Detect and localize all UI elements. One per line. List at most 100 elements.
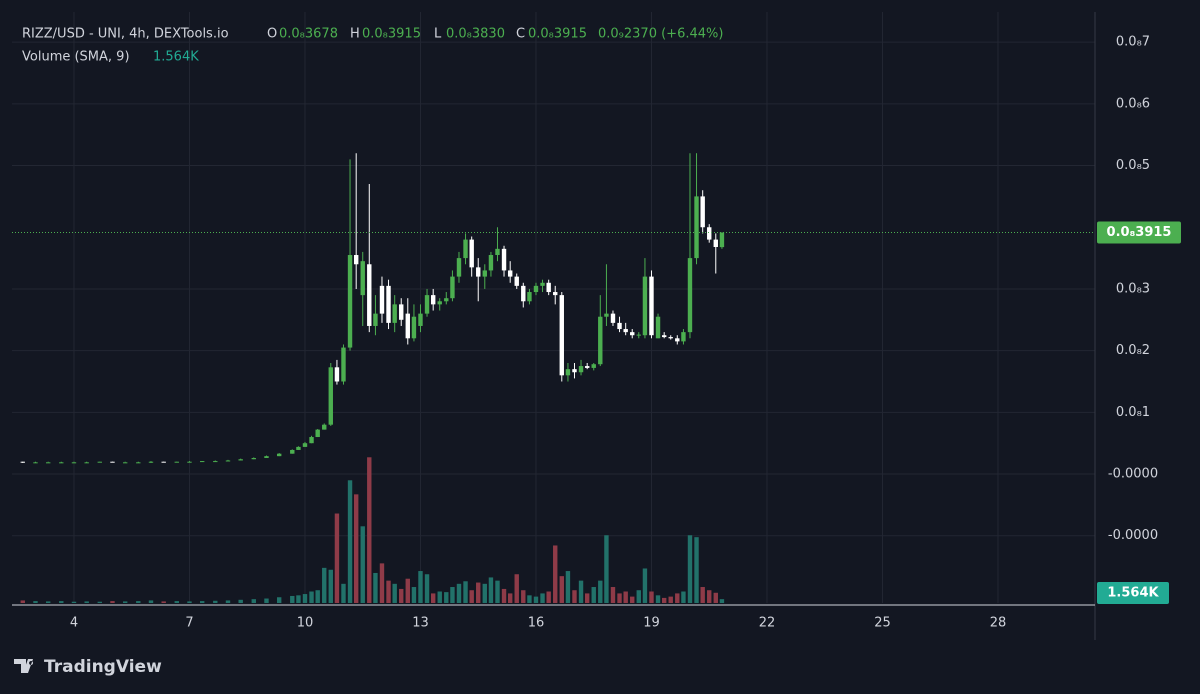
candle-body <box>630 332 635 336</box>
low-label: L <box>434 27 442 42</box>
candle-body <box>392 304 397 323</box>
volume-bar <box>444 592 449 603</box>
volume-bar <box>238 599 243 603</box>
volume-bar <box>328 569 333 603</box>
volume-bar <box>488 577 494 603</box>
candle-body <box>655 316 661 339</box>
candle-body <box>424 295 430 314</box>
volume-bar <box>584 593 590 603</box>
candle-body <box>110 461 115 463</box>
volume-bar <box>565 571 571 603</box>
open-label: O <box>267 27 277 42</box>
close-label: C <box>516 27 525 42</box>
candle-body <box>20 461 25 463</box>
candle-body <box>488 255 494 271</box>
candle-body <box>199 461 205 463</box>
candle-body <box>661 335 667 338</box>
volume-bar <box>424 574 430 603</box>
volume-bar <box>353 494 359 603</box>
candle-body <box>584 366 590 368</box>
candle-body <box>482 270 487 277</box>
candle-body <box>501 248 507 271</box>
open-value: 0.0₈3678 <box>279 27 338 42</box>
candle-body <box>700 196 705 228</box>
y-tick-label: 0.0₈3 <box>1116 281 1150 296</box>
candle-body <box>309 437 314 444</box>
volume-bar <box>84 601 89 603</box>
volume-bar <box>578 580 584 603</box>
candle-body <box>719 232 725 248</box>
volume-bar <box>700 587 705 603</box>
volume-bar <box>469 590 474 603</box>
candle-body <box>148 461 154 463</box>
candle-body <box>225 460 231 462</box>
volume-bar <box>290 595 295 603</box>
volume-bar <box>392 583 397 603</box>
volume-bar <box>521 590 526 603</box>
candle-body <box>84 462 89 464</box>
volume-bar <box>264 598 269 603</box>
candle-body <box>379 285 385 314</box>
candle-body <box>276 453 282 457</box>
volume-sma-tag <box>1097 582 1169 605</box>
candle-body <box>360 261 365 296</box>
brand-name: TradingView <box>44 657 162 677</box>
candle-body <box>136 462 141 464</box>
candle-body <box>681 332 686 342</box>
candle-body <box>713 239 718 247</box>
candle-body <box>347 255 353 348</box>
volume-bar <box>514 574 519 603</box>
candle-body <box>399 304 404 320</box>
volume-bar <box>367 457 372 603</box>
volume-bar <box>411 587 417 603</box>
candle-body <box>514 276 519 286</box>
volume-bar <box>296 595 301 603</box>
candle-body <box>251 458 256 460</box>
candle-body <box>418 313 423 326</box>
candle-body <box>334 367 340 382</box>
candle-body <box>610 313 616 323</box>
low-value: 0.0₈3830 <box>446 27 505 42</box>
volume-bar <box>430 593 436 603</box>
volume-bar <box>71 601 77 603</box>
volume-bar <box>59 601 64 603</box>
candle-body <box>315 429 320 438</box>
volume-bar <box>187 601 192 603</box>
volume-bar <box>610 587 616 603</box>
volume-sma-label: 1.564K <box>1107 586 1159 601</box>
volume-bar <box>341 583 346 603</box>
candle-body <box>33 462 38 464</box>
volume-bar <box>148 600 154 603</box>
candle-body <box>296 446 301 450</box>
y-tick-label: 0.0₈1 <box>1116 405 1150 420</box>
candle-body <box>290 449 295 454</box>
close-value: 0.0₈3915 <box>528 27 587 42</box>
volume-bar <box>527 595 532 603</box>
volume-bar <box>418 571 423 603</box>
high-value: 0.0₈3915 <box>362 27 421 42</box>
volume-bar <box>45 601 51 603</box>
x-tick-label: 19 <box>643 616 660 631</box>
volume-bar <box>713 592 718 603</box>
candle-body <box>97 461 102 463</box>
volume-bar <box>540 593 545 603</box>
volume-title: Volume (SMA, 9) <box>22 50 130 65</box>
volume-bar <box>456 583 462 603</box>
candle-body <box>521 285 526 302</box>
candle-body <box>174 461 179 463</box>
axes: 0.0₈7 0.0₈6 0.0₈5 0.0₈3 0.0₈2 0.0₈1 -0.0000 -0.… <box>12 35 1181 631</box>
volume-bar <box>604 535 609 603</box>
volume-bar <box>661 597 667 603</box>
volume-bar <box>476 582 481 603</box>
candle-body <box>591 364 596 368</box>
candle-body <box>213 461 218 463</box>
volume-bar <box>225 600 231 603</box>
volume-bar <box>482 583 487 603</box>
volume-bar <box>591 587 596 603</box>
y-tick-label: -0.0000 <box>1108 528 1158 543</box>
candle-body <box>617 322 622 330</box>
volume-bar <box>501 588 507 603</box>
candle-body <box>559 295 564 376</box>
candle-body <box>45 462 51 464</box>
volume-bar <box>379 563 385 603</box>
